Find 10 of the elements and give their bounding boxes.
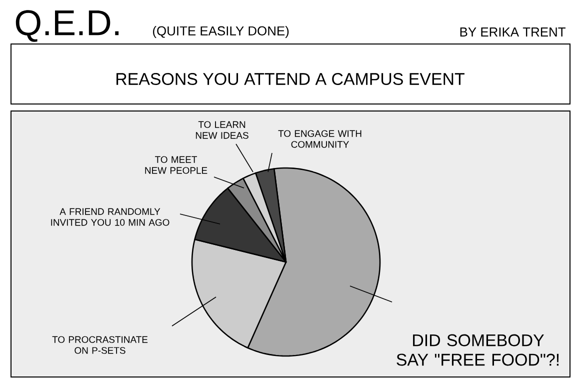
slice-label: A FRIEND RANDOMLY INVITED YOU 10 MIN AGO (51, 208, 170, 226)
slice-label: DID SOMEBODY SAY "FREE FOOD"?! (396, 334, 559, 366)
chart-title: REASONS YOU ATTEND A CAMPUS EVENT (116, 73, 464, 86)
slice-label: TO MEET NEW PEOPLE (145, 156, 208, 174)
slice-label: TO LEARN NEW IDEAS (196, 121, 248, 139)
text: (QUITE EASILY DONE) (153, 26, 289, 38)
slice-label: TO PROCRASTINATE ON P-SETS (52, 336, 148, 354)
text: Q.E.D. (16, 10, 119, 42)
text: BY ERIKA TRENT (460, 28, 566, 36)
slice-label: TO ENGAGE WITH COMMUNITY (278, 130, 362, 148)
